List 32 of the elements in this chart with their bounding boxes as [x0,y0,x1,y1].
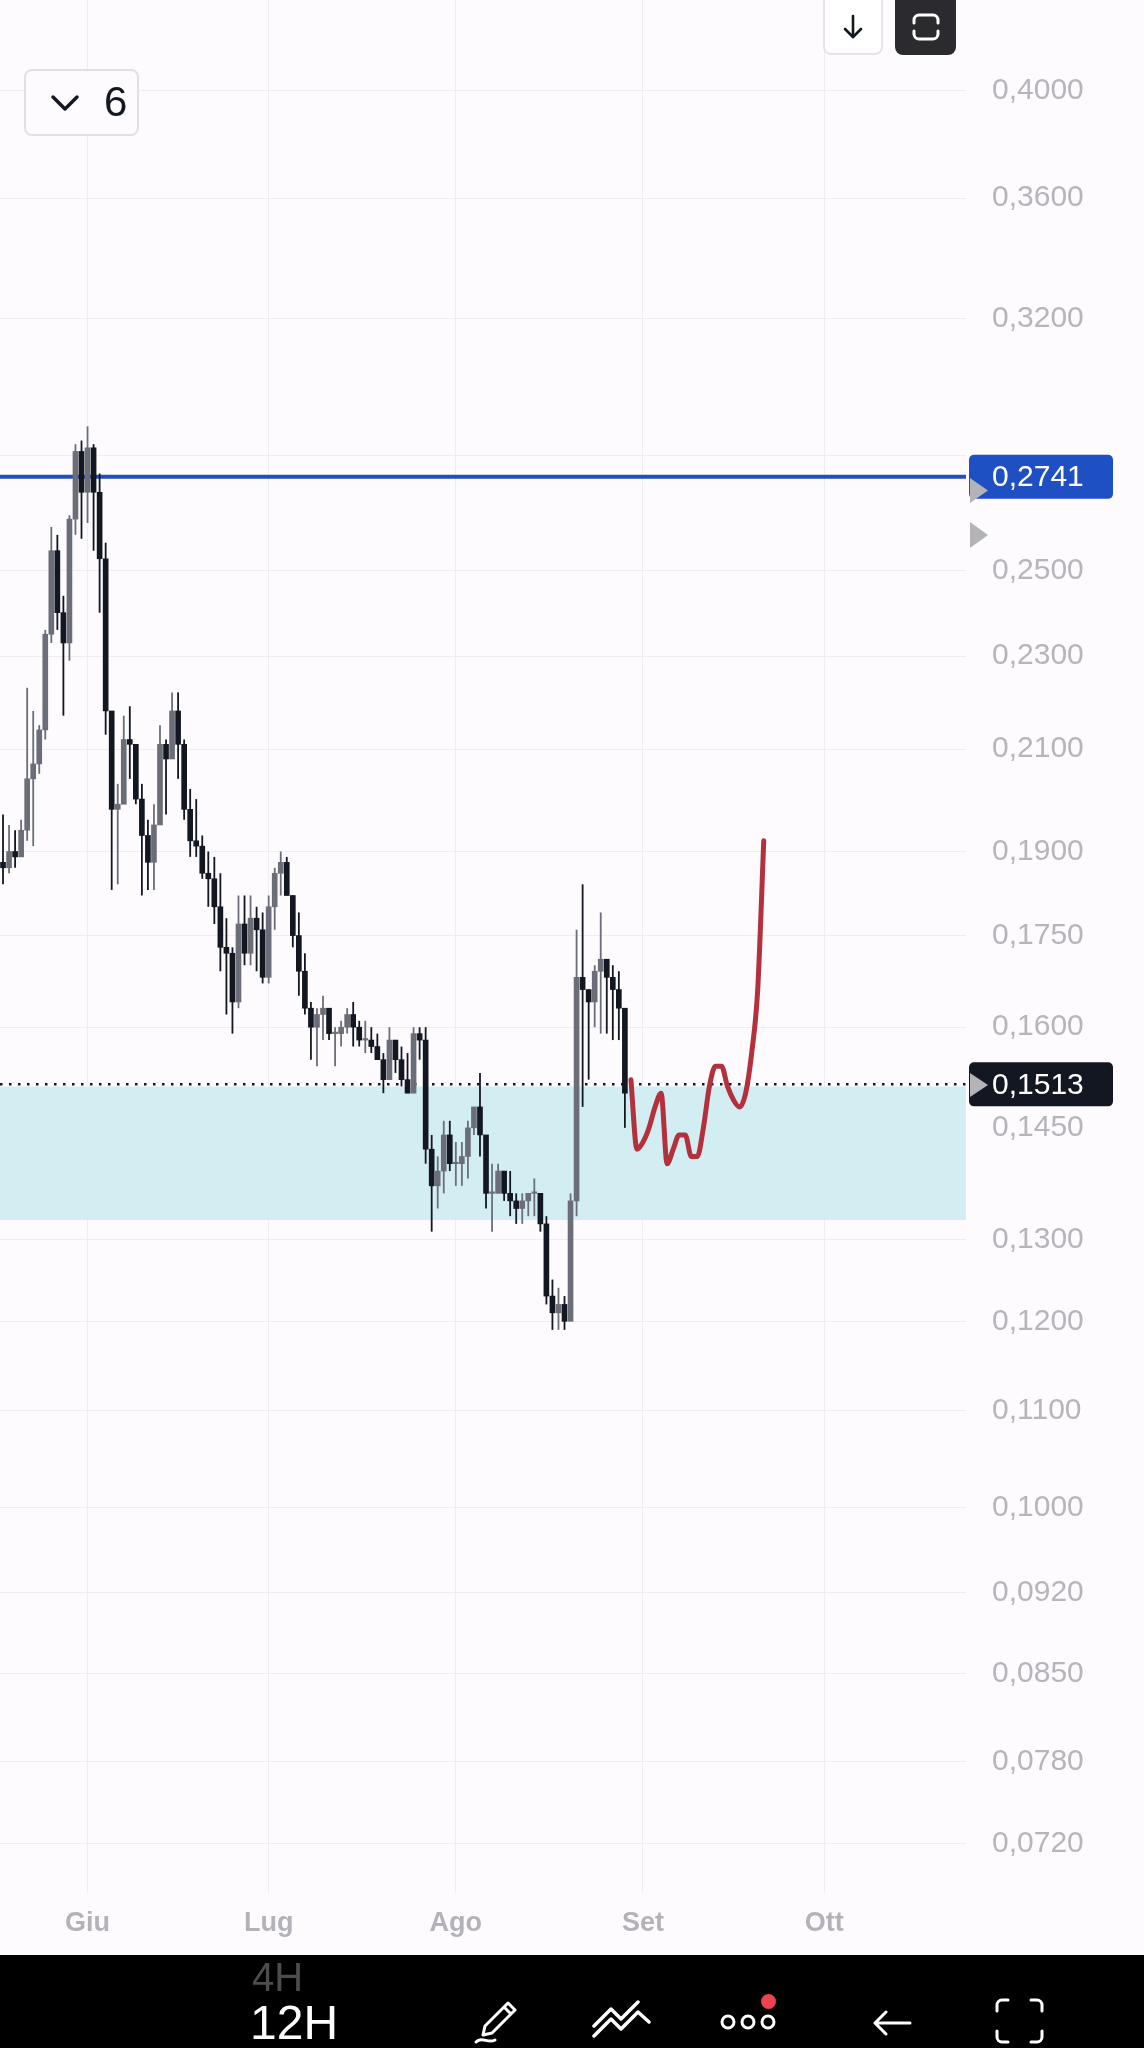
y-tick-label: 0,1200 [992,1302,1084,1336]
annotation: 6 [104,78,128,125]
y-tick-label: 0,0920 [992,1574,1084,1608]
y-tick-label: 0,2100 [992,730,1084,764]
y-tick-label: 0,2500 [992,552,1084,586]
ref-line-label: 0,1513 [992,1066,1084,1100]
y-tick-label: 0,1100 [992,1391,1082,1425]
candlestick [0,814,6,885]
y-tick-label: 0,2300 [992,637,1084,671]
y-tick-label: 0,1900 [992,832,1084,866]
y-tick-label: 0,0780 [992,1742,1084,1776]
candlestick [12,830,18,868]
y-tick-label: 0,1000 [992,1488,1084,1522]
y-tick-label: 0,3200 [992,299,1084,333]
y-tick-label: 0,0850 [992,1655,1084,1689]
x-tick-label: Set [621,1906,665,1937]
candlestick [362,1020,369,1054]
y-tick-label: 0,1750 [992,916,1084,950]
y-tick-label: 0,1600 [992,1008,1084,1042]
x-tick-label: Ago [429,1906,483,1937]
x-tick-label: Giu [65,1906,111,1937]
y-tick-label: 0,0720 [992,1824,1084,1858]
x-tick-label: Ott [804,1906,844,1937]
x-tick-label: Lug [243,1906,294,1937]
toolbar: 4H 12H [0,1955,1144,2048]
y-tick-label: 0,1450 [992,1109,1084,1143]
y-tick-label: 0,1300 [992,1220,1084,1254]
y-tick-label: 0,3600 [992,179,1084,213]
ref-line-label: 0,2741 [992,459,1084,493]
candlestick [30,710,37,847]
dropdown-button: 6 [24,69,139,136]
y-tick-label: 0,4000 [992,71,1084,105]
